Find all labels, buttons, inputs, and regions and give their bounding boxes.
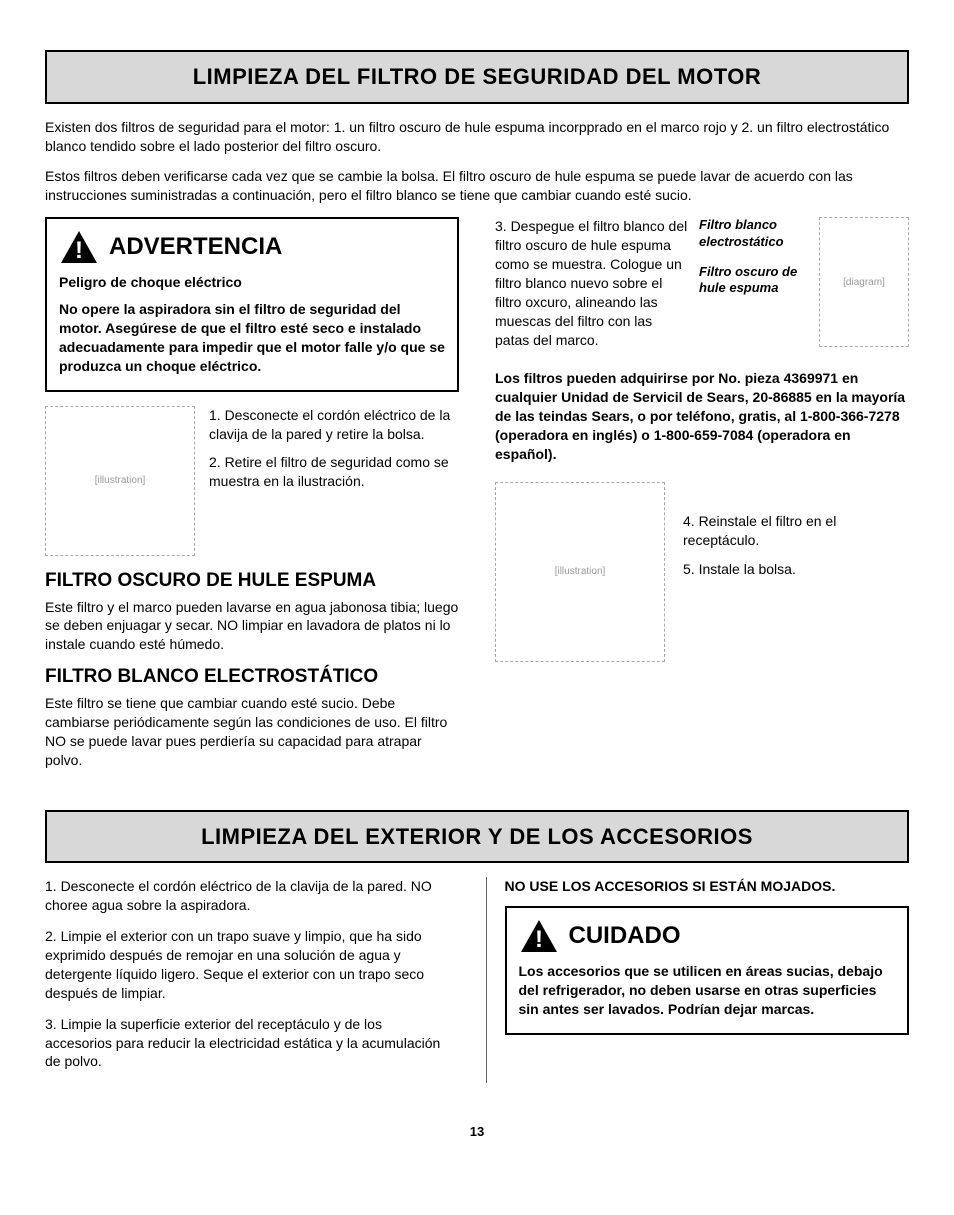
heading-white-electrostatic-filter: FILTRO BLANCO ELECTROSTÁTICO xyxy=(45,666,459,688)
filter-layers-illustration: [diagram] xyxy=(819,217,909,347)
step-4: 4. Reinstale el filtro en el receptáculo… xyxy=(683,512,909,550)
banner-filter-cleaning: LIMPIEZA DEL FILTRO DE SEGURIDAD DEL MOT… xyxy=(45,50,909,104)
ext-step-1: 1. Desconecte el cordón eléctrico de la … xyxy=(45,877,450,915)
warning-header: ! ADVERTENCIA xyxy=(59,229,445,265)
label-white-filter: Filtro blanco electrostático xyxy=(699,217,809,250)
figure-row-1: [illustration] 1. Desconecte el cordón e… xyxy=(45,406,459,556)
intro-block: Existen dos filtros de seguridad para el… xyxy=(45,118,909,206)
step-1: 1. Desconecte el cordón eléctrico de la … xyxy=(209,406,459,444)
ext-step-2: 2. Limpie el exterior con un trapo suave… xyxy=(45,927,450,1003)
caution-title: CUIDADO xyxy=(569,920,681,952)
no-wet-accessories-warning: NO USE LOS ACCESORIOS SI ESTÁN MOJADOS. xyxy=(505,877,910,896)
dark-foam-text: Este filtro y el marco pueden lavarse en… xyxy=(45,598,459,655)
intro-p1: Existen dos filtros de seguridad para el… xyxy=(45,118,909,156)
left-column: ! ADVERTENCIA Peligro de choque eléctric… xyxy=(45,217,459,781)
caution-header: ! CUIDADO xyxy=(519,918,896,954)
warning-triangle-icon: ! xyxy=(59,229,99,265)
section-exterior-cleaning: LIMPIEZA DEL EXTERIOR Y DE LOS ACCESORIO… xyxy=(45,810,909,1084)
filter-removal-illustration: [illustration] xyxy=(45,406,195,556)
step-2: 2. Retire el filtro de seguridad como se… xyxy=(209,453,459,491)
warning-subtitle: Peligro de choque eléctrico xyxy=(59,273,445,292)
banner2-title: LIMPIEZA DEL EXTERIOR Y DE LOS ACCESORIO… xyxy=(55,822,899,852)
caution-triangle-icon: ! xyxy=(519,918,559,954)
right-column: 3. Despegue el filtro blanco del filtro … xyxy=(495,217,909,781)
exterior-two-columns: 1. Desconecte el cordón eléctrico de la … xyxy=(45,877,909,1083)
figure1-steps: 1. Desconecte el cordón eléctrico de la … xyxy=(209,406,459,502)
filter-reinstall-illustration: [illustration] xyxy=(495,482,665,662)
caution-body: Los accesorios que se utilicen en áreas … xyxy=(519,962,896,1019)
page-number: 13 xyxy=(45,1123,909,1141)
ext-step-3: 3. Limpie la superficie exterior del rec… xyxy=(45,1015,450,1072)
warning-title: ADVERTENCIA xyxy=(109,231,282,263)
exterior-right-column: NO USE LOS ACCESORIOS SI ESTÁN MOJADOS. … xyxy=(486,877,910,1083)
diagram-labels: Filtro blanco electrostático Filtro oscu… xyxy=(699,217,809,310)
banner-exterior-cleaning: LIMPIEZA DEL EXTERIOR Y DE LOS ACCESORIO… xyxy=(45,810,909,864)
intro-p2: Estos filtros deben verificarse cada vez… xyxy=(45,167,909,205)
parts-ordering-info: Los filtros pueden adquirirse por No. pi… xyxy=(495,369,909,463)
white-filter-text: Este filtro se tiene que cambiar cuando … xyxy=(45,694,459,770)
caution-cuidado: ! CUIDADO Los accesorios que se utilicen… xyxy=(505,906,910,1035)
warning-advertencia: ! ADVERTENCIA Peligro de choque eléctric… xyxy=(45,217,459,391)
figure-row-2: [illustration] 4. Reinstale el filtro en… xyxy=(495,482,909,662)
main-two-columns: ! ADVERTENCIA Peligro de choque eléctric… xyxy=(45,217,909,781)
banner1-title: LIMPIEZA DEL FILTRO DE SEGURIDAD DEL MOT… xyxy=(55,62,899,92)
filter-diagram-row: 3. Despegue el filtro blanco del filtro … xyxy=(495,217,909,349)
step-5: 5. Instale la bolsa. xyxy=(683,560,909,579)
warning-body: No opere la aspiradora sin el filtro de … xyxy=(59,300,445,376)
svg-text:!: ! xyxy=(535,926,543,953)
figure2-steps: 4. Reinstale el filtro en el receptáculo… xyxy=(683,482,909,589)
svg-text:!: ! xyxy=(75,237,83,264)
label-dark-foam-filter: Filtro oscuro de hule espuma xyxy=(699,264,809,297)
exterior-left-column: 1. Desconecte el cordón eléctrico de la … xyxy=(45,877,450,1083)
step-3: 3. Despegue el filtro blanco del filtro … xyxy=(495,217,689,349)
heading-dark-foam-filter: FILTRO OSCURO DE HULE ESPUMA xyxy=(45,570,459,592)
